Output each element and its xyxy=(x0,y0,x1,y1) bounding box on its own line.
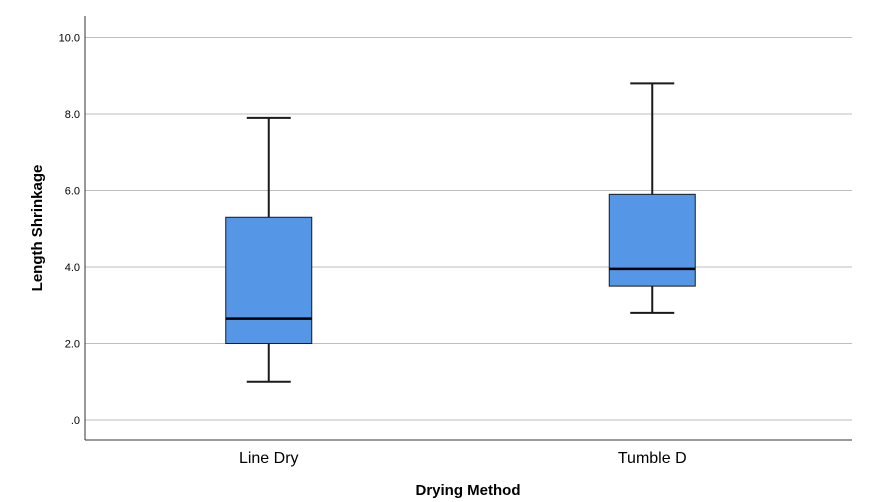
y-tick-label: 10.0 xyxy=(59,33,80,45)
boxes xyxy=(225,82,696,383)
x-category-label: Line Dry xyxy=(239,450,299,467)
iqr-box xyxy=(225,216,313,344)
y-tick-label: 6.0 xyxy=(65,186,80,198)
x-category-label: Tumble D xyxy=(618,450,687,467)
box-group xyxy=(608,82,696,314)
box-group xyxy=(225,116,313,383)
iqr-box xyxy=(608,193,696,287)
x-axis-title: Drying Method xyxy=(416,482,521,499)
y-tick-label: .0 xyxy=(71,415,80,427)
y-tick-label: 2.0 xyxy=(65,339,80,351)
y-tick-labels: .0 2.0 4.0 6.0 8.0 10.0 xyxy=(59,33,80,428)
y-axis-title: Length Shrinkage xyxy=(29,165,46,292)
y-tick-label: 8.0 xyxy=(65,109,80,121)
x-category-labels: Line Dry Tumble D xyxy=(239,450,687,467)
axes xyxy=(84,16,852,441)
y-tick-label: 4.0 xyxy=(65,262,80,274)
gridlines xyxy=(85,37,852,421)
